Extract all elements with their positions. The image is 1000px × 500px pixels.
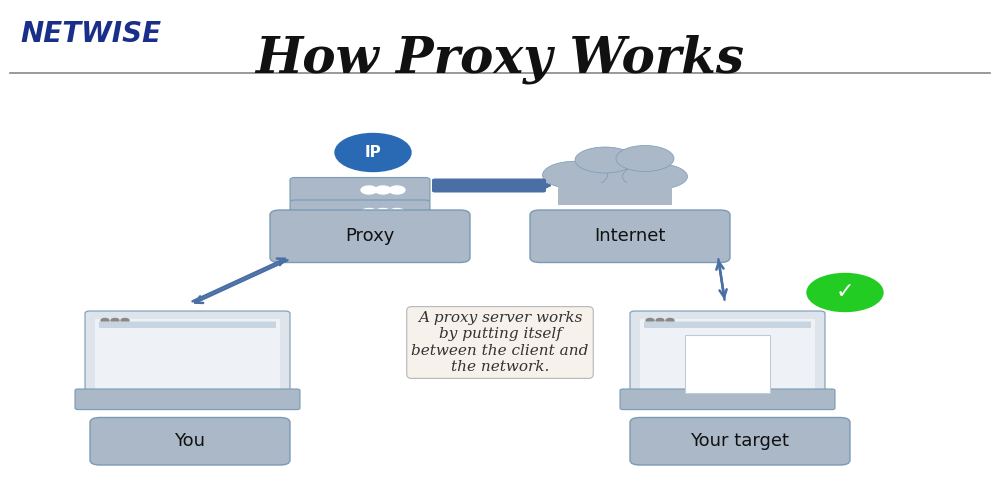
Ellipse shape (616, 146, 674, 172)
Circle shape (807, 274, 883, 312)
Circle shape (121, 318, 129, 322)
FancyBboxPatch shape (90, 418, 290, 465)
Text: A proxy server works
by putting itself
between the client and
the network.: A proxy server works by putting itself b… (411, 311, 589, 374)
Text: ✓: ✓ (836, 282, 854, 302)
FancyBboxPatch shape (620, 389, 835, 409)
Circle shape (361, 186, 377, 194)
FancyBboxPatch shape (530, 210, 730, 262)
FancyBboxPatch shape (85, 311, 290, 395)
Text: IP: IP (365, 145, 381, 160)
FancyBboxPatch shape (630, 418, 850, 465)
Circle shape (101, 318, 109, 322)
Text: NETWISE: NETWISE (20, 20, 161, 48)
Ellipse shape (622, 164, 688, 190)
Ellipse shape (575, 147, 635, 173)
FancyBboxPatch shape (644, 322, 811, 328)
Circle shape (375, 208, 391, 216)
FancyBboxPatch shape (630, 311, 825, 395)
Text: How Proxy Works: How Proxy Works (256, 35, 744, 84)
Text: Your target: Your target (690, 432, 790, 450)
FancyBboxPatch shape (95, 318, 280, 388)
Circle shape (656, 318, 664, 322)
Circle shape (666, 318, 674, 322)
Circle shape (361, 208, 377, 216)
Text: You: You (175, 432, 206, 450)
FancyBboxPatch shape (99, 322, 276, 328)
Circle shape (646, 318, 654, 322)
FancyBboxPatch shape (685, 335, 770, 392)
Circle shape (375, 186, 391, 194)
Circle shape (389, 186, 405, 194)
FancyBboxPatch shape (640, 318, 815, 388)
FancyBboxPatch shape (432, 178, 546, 192)
Text: Proxy: Proxy (345, 227, 395, 245)
Ellipse shape (562, 166, 668, 204)
Circle shape (335, 134, 411, 172)
FancyBboxPatch shape (270, 210, 470, 262)
Circle shape (389, 208, 405, 216)
Text: Internet: Internet (594, 227, 666, 245)
FancyBboxPatch shape (290, 178, 430, 203)
Ellipse shape (542, 161, 608, 188)
FancyBboxPatch shape (558, 182, 672, 205)
FancyBboxPatch shape (75, 389, 300, 409)
FancyBboxPatch shape (290, 200, 430, 225)
Circle shape (111, 318, 119, 322)
